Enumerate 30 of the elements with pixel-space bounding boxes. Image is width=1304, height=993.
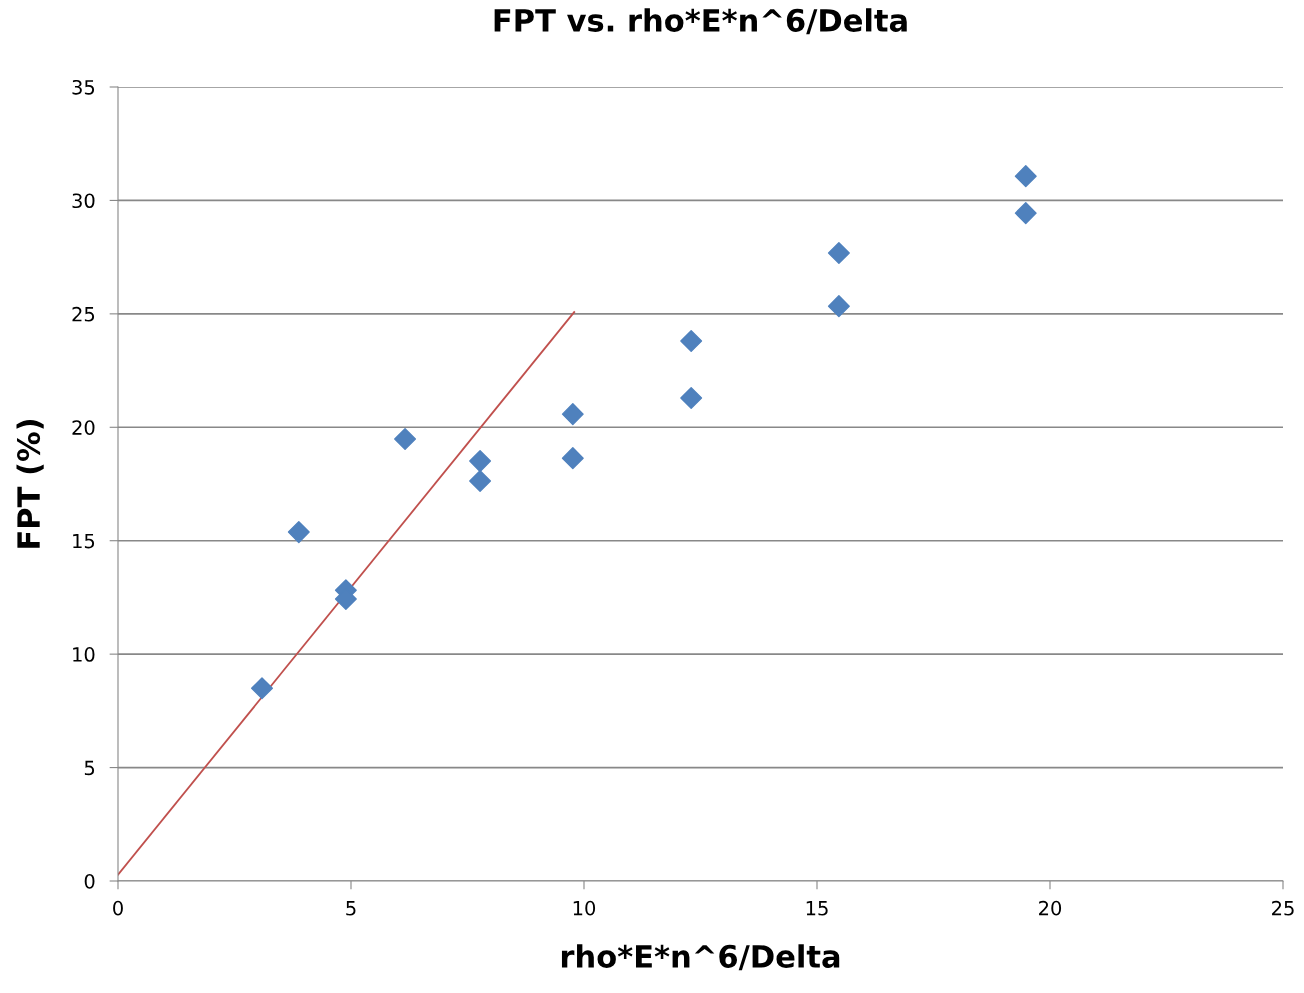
x-tick-label: 15 xyxy=(806,901,828,916)
point xyxy=(469,450,492,473)
point xyxy=(680,330,703,353)
x-axis-title: rho*E*n^6/Delta xyxy=(561,944,840,971)
y-tick-label: 35 xyxy=(72,79,95,95)
x-tick-label: 25 xyxy=(1272,900,1294,916)
y-tick-label: 10 xyxy=(73,647,95,662)
point xyxy=(469,470,492,493)
y-tick-label: 25 xyxy=(72,306,95,322)
point xyxy=(1014,165,1037,188)
y-tick-label: 20 xyxy=(72,420,95,435)
point xyxy=(827,242,850,265)
y-axis-title: FPT (%) xyxy=(16,419,44,548)
point xyxy=(287,521,310,544)
y-tick-label: 15 xyxy=(73,533,95,549)
point xyxy=(827,295,850,318)
x-tick-label: 0 xyxy=(113,900,123,916)
x-tick-label: 20 xyxy=(1039,900,1062,916)
x-tick-label: 5 xyxy=(346,901,356,916)
x-tick-label: 10 xyxy=(573,900,596,916)
point xyxy=(394,428,417,451)
point xyxy=(680,387,703,410)
y-tick-label: 0 xyxy=(84,873,95,889)
point xyxy=(561,403,584,426)
y-tick-label: 5 xyxy=(84,760,95,776)
point xyxy=(250,677,273,700)
point xyxy=(561,447,584,470)
chart-title: FPT vs. rho*E*n^6/Delta xyxy=(494,8,907,35)
point xyxy=(1014,202,1037,225)
y-tick-label: 30 xyxy=(72,193,95,209)
